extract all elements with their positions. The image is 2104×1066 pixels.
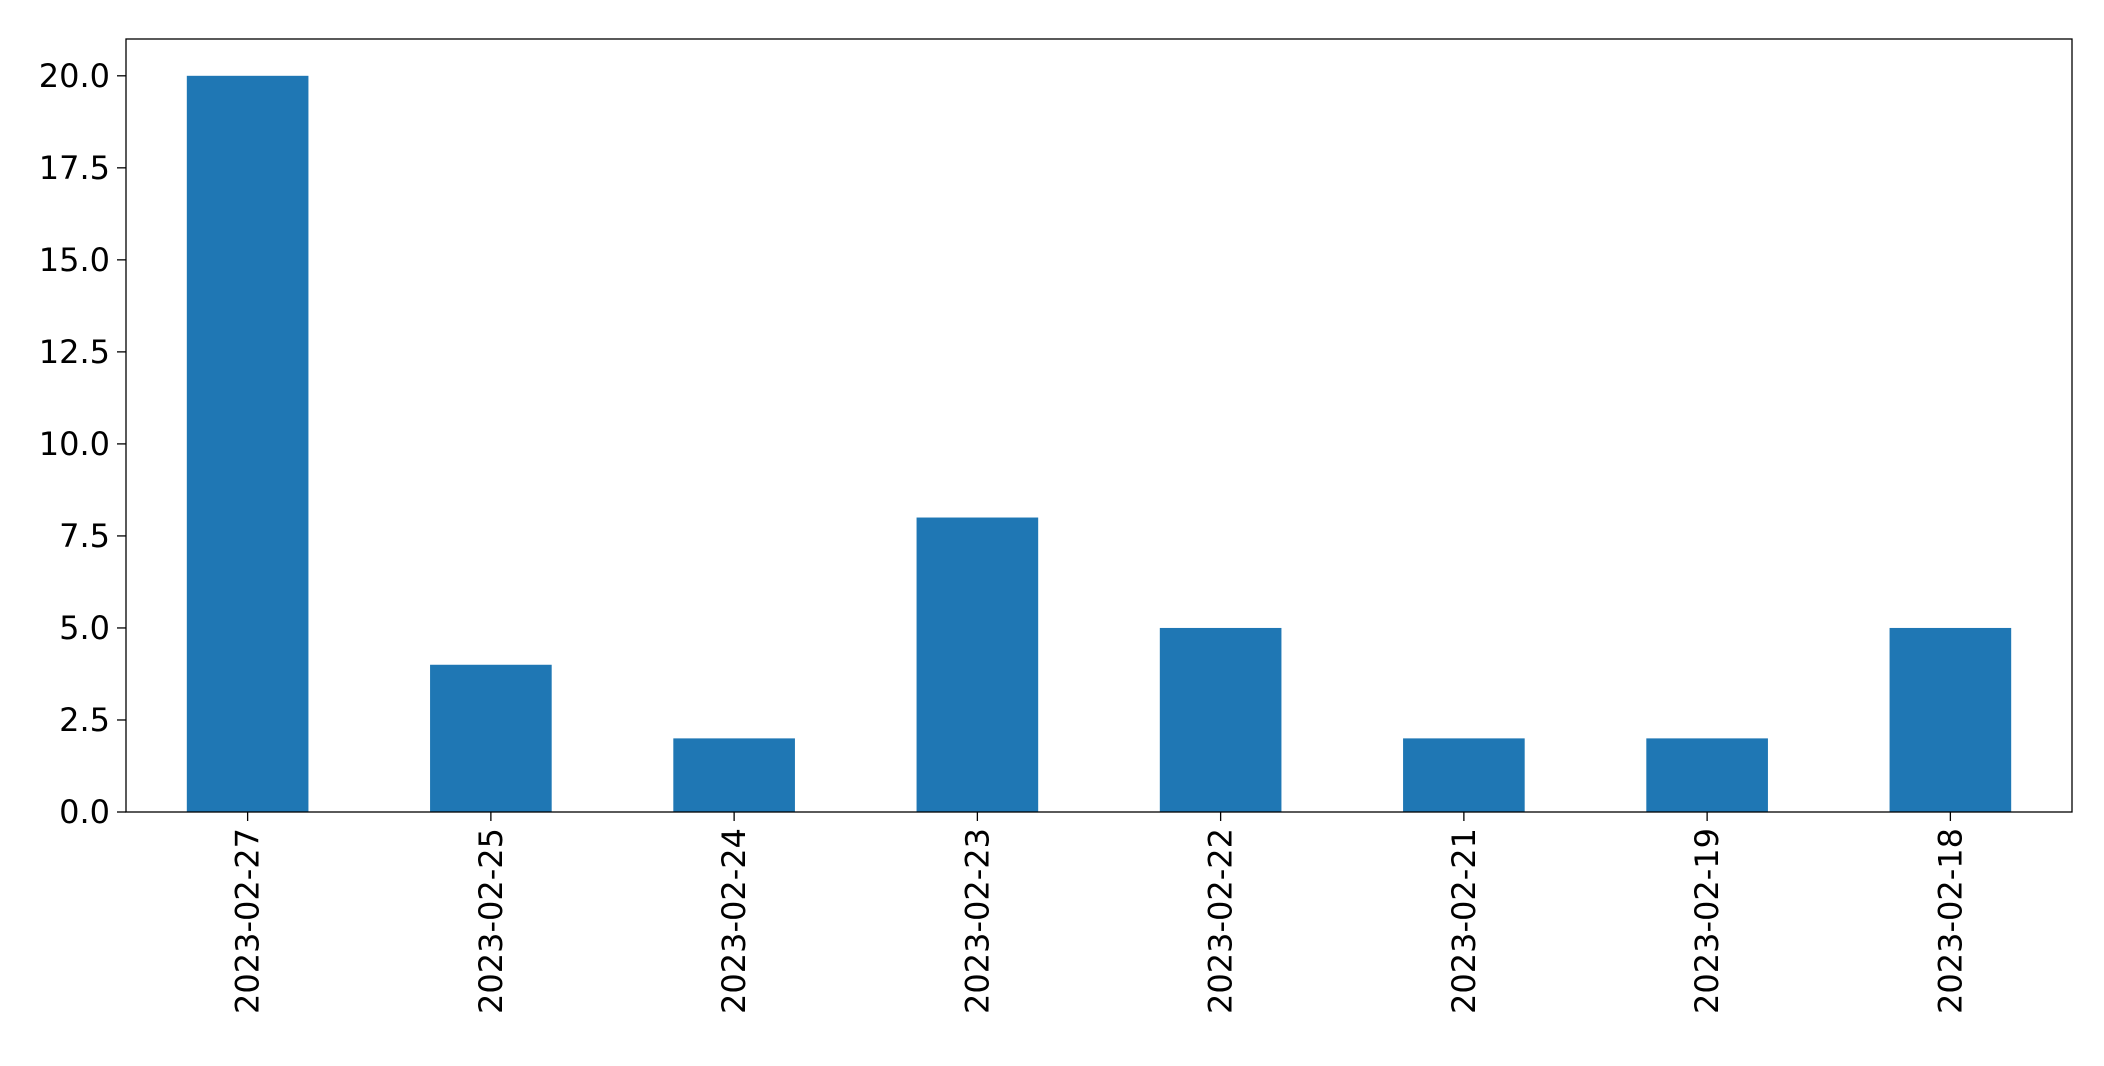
y-tick-label: 0.0	[59, 793, 110, 831]
y-tick-label: 17.5	[39, 149, 110, 187]
x-tick-label: 2023-02-24	[715, 828, 753, 1014]
x-tick-label: 2023-02-23	[958, 828, 996, 1014]
x-tick-label: 2023-02-25	[472, 828, 510, 1014]
x-tick-label: 2023-02-22	[1202, 828, 1240, 1014]
bar-2023-02-23	[916, 517, 1039, 812]
y-tick-label: 2.5	[59, 701, 110, 739]
y-tick-label: 12.5	[39, 333, 110, 371]
x-tick-label: 2023-02-27	[229, 828, 267, 1014]
bar-2023-02-19	[1646, 738, 1768, 812]
x-axis: 2023-02-27 2023-02-25 2023-02-24 2023-02-23…	[229, 812, 1969, 1014]
x-tick-label: 2023-02-19	[1688, 828, 1726, 1014]
y-tick-label: 5.0	[59, 609, 110, 647]
bar-2023-02-25	[430, 664, 552, 812]
y-tick-label: 7.5	[59, 517, 110, 555]
plot-frame	[125, 38, 2073, 813]
bar-2023-02-27	[186, 75, 309, 813]
bars-layer	[186, 75, 2012, 813]
y-axis: 0.0 2.5 5.0 7.5 10.0 12.5 15.0 17.5 20.0	[39, 57, 126, 831]
y-tick-label: 10.0	[39, 425, 110, 463]
bar-2023-02-18	[1889, 627, 2012, 812]
x-tick-label: 2023-02-18	[1931, 828, 1969, 1014]
bar-2023-02-21	[1403, 738, 1525, 812]
x-tick-label: 2023-02-21	[1445, 828, 1483, 1014]
bar-2023-02-24	[673, 738, 795, 812]
bar-2023-02-22	[1159, 627, 1282, 812]
y-tick-label: 20.0	[39, 57, 110, 95]
y-tick-label: 15.0	[39, 241, 110, 279]
